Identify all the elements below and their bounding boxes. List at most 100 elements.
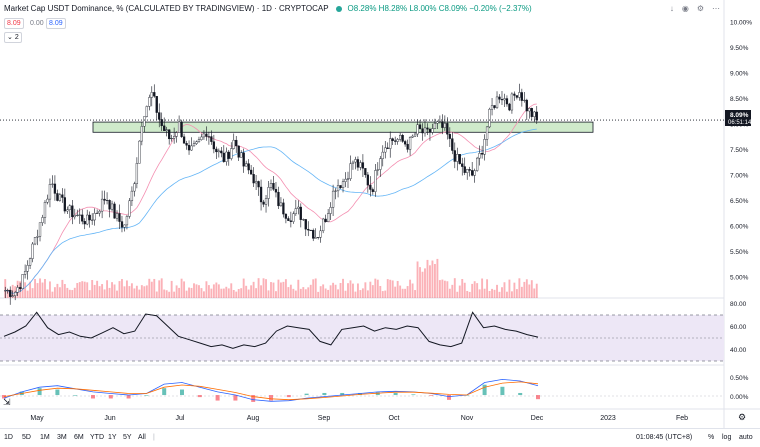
timeframe-5d[interactable]: 5D	[22, 434, 31, 441]
volume-bar	[503, 282, 506, 298]
volume-bar	[153, 278, 156, 298]
candle	[503, 93, 506, 107]
more-icon[interactable]: ⋯	[712, 4, 720, 13]
volume-bar	[138, 289, 141, 298]
candle	[302, 218, 305, 221]
timeframe-6m[interactable]: 6M	[74, 434, 84, 441]
percent-toggle[interactable]: %	[708, 434, 715, 441]
support-zone[interactable]	[92, 121, 594, 133]
candle	[128, 197, 131, 219]
candle	[83, 218, 86, 230]
timeframe-1d[interactable]: 1D	[4, 434, 13, 441]
candle	[520, 88, 523, 107]
clock-label[interactable]: 01:08:45 (UTC+8)	[636, 434, 693, 441]
timeframe-all[interactable]: All	[138, 434, 146, 441]
volume-bar	[51, 291, 54, 298]
volume-bar	[103, 289, 106, 298]
rsi-label-80: 80.00	[730, 301, 747, 308]
timeframe-3m[interactable]: 3M	[57, 434, 67, 441]
volume-bar	[441, 279, 444, 298]
candle	[374, 163, 377, 197]
timeframe-1y[interactable]: 1Y	[108, 434, 117, 441]
volume-bar	[6, 289, 9, 298]
candle	[249, 164, 253, 175]
volume-bar	[528, 284, 531, 298]
volume-bar	[466, 290, 469, 298]
candle	[140, 121, 143, 146]
candle	[259, 179, 263, 211]
settings-icon[interactable]: ⚙	[696, 4, 704, 13]
volume-bar	[44, 278, 46, 298]
volume-bar	[339, 282, 342, 298]
timeframe-ytd[interactable]: YTD	[90, 434, 104, 441]
candle	[384, 141, 387, 159]
time-axis[interactable]: May Jun Jul Aug Sep Oct Nov Dec 2023 Feb	[30, 415, 688, 422]
price-axis[interactable]: 10.00%9.50%9.00%8.50%8.00%7.50%7.00%6.50…	[730, 20, 752, 282]
volume-bar	[158, 280, 161, 298]
macd-bar	[215, 395, 220, 401]
auto-toggle[interactable]: auto	[739, 434, 753, 441]
visibility-icon[interactable]: ◉	[681, 4, 689, 13]
candle	[46, 194, 49, 205]
candle	[58, 192, 62, 202]
macd-bar	[393, 392, 398, 396]
symbol-title[interactable]: Market Cap USDT Dominance, % (CALCULATED…	[4, 4, 329, 13]
volume-bar	[277, 279, 280, 298]
candle	[274, 181, 278, 198]
volume-bar	[483, 288, 486, 298]
volume-bar	[111, 282, 113, 298]
candle	[264, 194, 268, 213]
candle	[148, 94, 151, 111]
volume-bar	[252, 281, 255, 298]
candle	[61, 188, 64, 203]
candle	[215, 146, 218, 160]
signal-line	[3, 381, 539, 401]
indicators-toggle-button[interactable]: ⌄ 2	[4, 32, 22, 43]
macd-bar	[180, 389, 184, 396]
volume-bar	[486, 279, 489, 298]
volume-bar	[270, 282, 272, 298]
candle	[525, 98, 528, 120]
volume-bar	[170, 280, 173, 298]
volume-bar	[433, 263, 436, 298]
volume-bar	[409, 279, 412, 298]
timeframe-1m[interactable]: 1M	[40, 434, 50, 441]
candle	[172, 127, 176, 144]
timeframe-5y[interactable]: 5Y	[123, 434, 132, 441]
volume-bar	[520, 286, 523, 298]
price-label: 9.00%	[730, 71, 749, 78]
volume-bar	[78, 282, 81, 298]
candle	[180, 119, 183, 138]
candle	[95, 209, 99, 214]
volume-bar	[530, 280, 533, 298]
ask-badge[interactable]: 8.09	[46, 18, 66, 29]
candle	[341, 178, 345, 193]
time-label: Aug	[247, 415, 260, 422]
volume-bar	[232, 290, 235, 298]
volume-bar	[463, 282, 466, 298]
arrows-icon[interactable]: ⇲	[3, 397, 11, 407]
time-label: Oct	[389, 415, 400, 422]
volume-bar	[294, 290, 297, 298]
bid-badge[interactable]: 8.09	[4, 18, 24, 29]
candle	[399, 132, 402, 142]
macd-bar	[375, 392, 380, 396]
volume-bar	[376, 279, 379, 298]
macd-bar	[251, 395, 256, 402]
volume-bar	[58, 287, 61, 298]
candle	[187, 140, 191, 155]
macd-bar	[2, 395, 6, 399]
arrow-down-icon[interactable]: ↓	[669, 4, 674, 13]
candle	[108, 199, 111, 218]
gear-icon[interactable]: ⚙	[738, 412, 746, 422]
candle	[379, 155, 382, 177]
volume-bar	[352, 283, 354, 298]
candle	[309, 229, 312, 231]
volume-bar	[175, 285, 178, 298]
log-toggle[interactable]: log	[722, 434, 732, 441]
rsi-line	[3, 311, 539, 349]
chart-canvas[interactable]: 10.00%9.50%9.00%8.50%8.00%7.50%7.00%6.50…	[0, 0, 760, 428]
date-range-icon[interactable]: |	[153, 434, 155, 441]
rsi-label-60: 60.00	[730, 324, 747, 331]
candle	[451, 132, 454, 155]
